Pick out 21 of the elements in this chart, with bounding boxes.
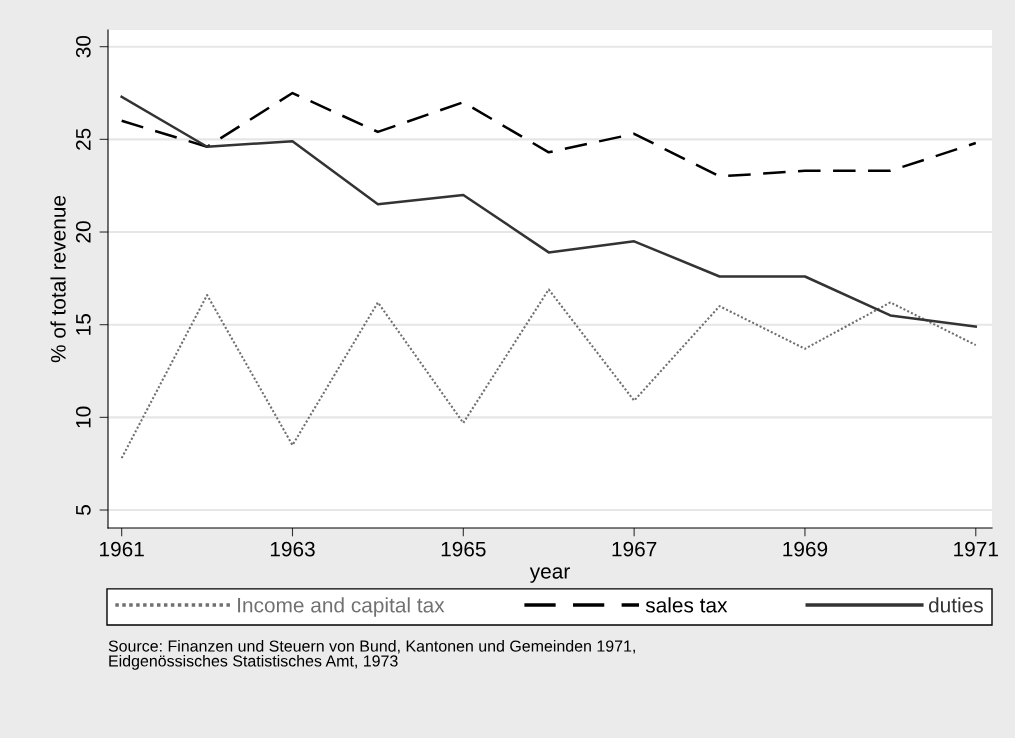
text: duties (928, 597, 983, 613)
line-series (120, 91, 978, 178)
x-tick-label: 1971 (954, 541, 998, 557)
text: Income and capital tax (238, 597, 445, 617)
x-axis-title: year (529, 567, 570, 583)
y-tick-label: 10 (75, 406, 91, 428)
y-tick-label: 5 (76, 505, 91, 515)
x-tick-label: 1967 (612, 541, 657, 557)
y-tick-label: 20 (75, 221, 91, 243)
x-tick-label: 1965 (441, 541, 486, 557)
y-tick-label: 25 (75, 128, 91, 150)
text: sales tax (645, 597, 728, 613)
line-series (120, 95, 978, 328)
x-tick-label: 1961 (100, 541, 144, 557)
line-series (120, 288, 977, 460)
y-axis-title: % of total revenue (50, 195, 66, 363)
source-note: Source: Finanzen und Steuern von Bund, Kantonen und Gemeinden 1971, Eidgenössisches Statistisches Amt, 1973 (108, 640, 635, 670)
y-tick-label: 30 (75, 35, 91, 58)
x-tick-label: 1969 (783, 541, 828, 557)
y-tick-label: 15 (76, 313, 91, 335)
x-tick-label: 1963 (270, 541, 315, 557)
